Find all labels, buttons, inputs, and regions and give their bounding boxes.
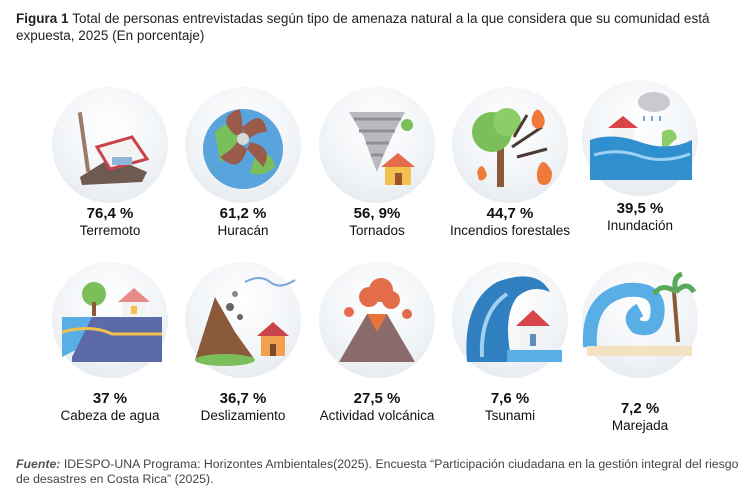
value-label: 39,5 %: [616, 200, 664, 217]
category-label: Marejada: [611, 418, 669, 433]
figure-title-text: Total de personas entrevistadas según ti…: [16, 11, 710, 43]
category-label: Inundación: [606, 218, 674, 233]
value-label: 36,7 %: [219, 390, 267, 407]
category-label: Terremoto: [79, 223, 141, 238]
category-label: Huracán: [217, 223, 269, 238]
category-label: Incendios forestales: [449, 223, 571, 238]
value-label: 7,2 %: [620, 400, 660, 417]
figure-label: Figura 1: [16, 11, 69, 26]
landslide-icon: [185, 262, 301, 378]
category-label: Actividad volcánica: [319, 408, 435, 423]
hurricane-icon: [185, 87, 301, 203]
value-label: 7,6 %: [490, 390, 530, 407]
flood-icon: [582, 80, 698, 196]
category-label: Tsunami: [484, 408, 536, 423]
category-label: Cabeza de agua: [60, 408, 160, 423]
tornado-icon: [319, 87, 435, 203]
source-text: IDESPO-UNA Programa: Horizontes Ambienta…: [16, 457, 739, 486]
volcano-icon: [319, 262, 435, 378]
value-label: 76,4 %: [86, 205, 134, 222]
value-label: 44,7 %: [486, 205, 534, 222]
flash-flood-icon: [52, 262, 168, 378]
tsunami-icon: [452, 262, 568, 378]
value-label: 27,5 %: [353, 390, 401, 407]
earthquake-icon: [52, 87, 168, 203]
value-label: 61,2 %: [219, 205, 267, 222]
wildfire-icon: [452, 87, 568, 203]
category-label: Tornados: [349, 223, 405, 238]
category-label: Deslizamiento: [200, 408, 286, 423]
value-label: 37 %: [92, 390, 128, 407]
storm-surge-icon: [582, 262, 698, 378]
figure-title: Figura 1 Total de personas entrevistadas…: [16, 10, 741, 44]
value-label: 56, 9%: [353, 205, 401, 222]
source-label: Fuente:: [16, 457, 61, 471]
source-note: Fuente: IDESPO-UNA Programa: Horizontes …: [16, 457, 746, 487]
